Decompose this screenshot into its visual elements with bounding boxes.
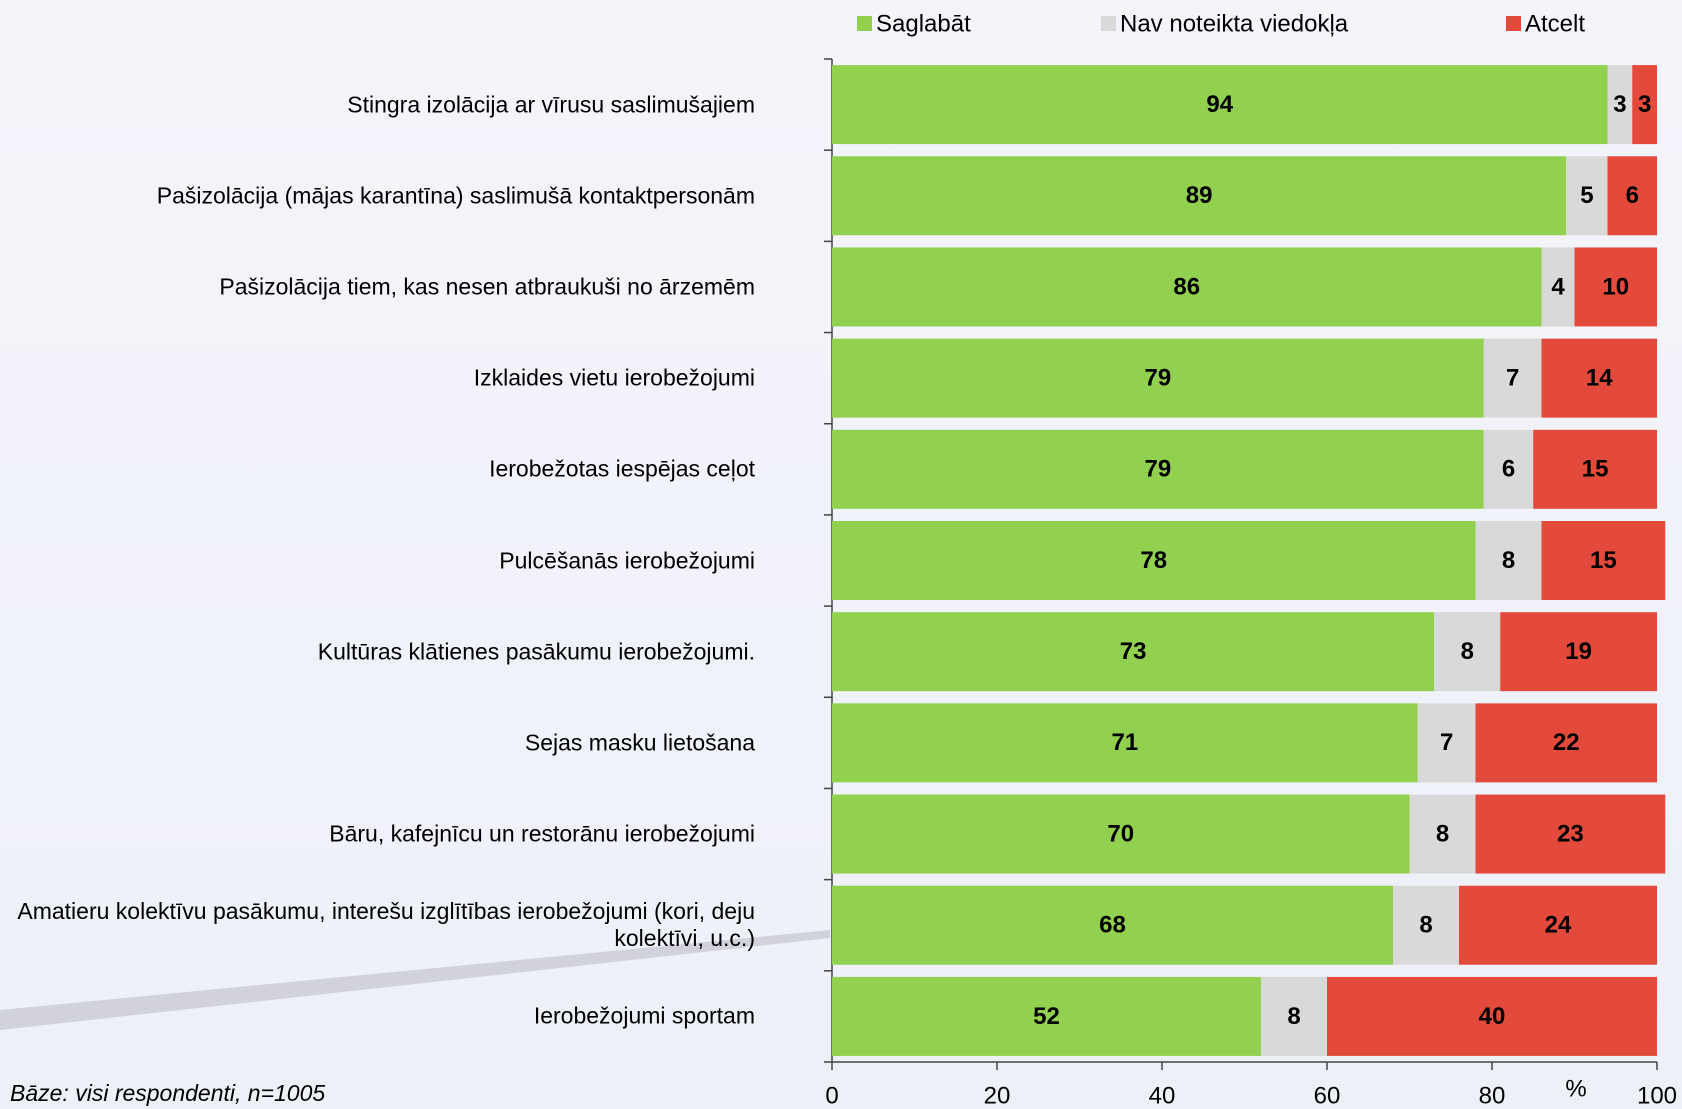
category-label: Ierobežojumi sportam: [533, 1002, 755, 1029]
bar-segment: [832, 794, 1410, 874]
data-label: 6: [1626, 182, 1639, 209]
data-label: 8: [1436, 820, 1449, 847]
x-tick-label: 40: [1149, 1082, 1176, 1109]
bar-segment: [1533, 429, 1657, 509]
category-label: Kultūras klātienes pasākumu ierobežojumi…: [317, 638, 755, 665]
x-tick-label: 0: [825, 1082, 838, 1109]
bar-segment: [1417, 703, 1476, 783]
bar-segment: [1475, 794, 1666, 874]
bar-segment: [1632, 65, 1657, 145]
data-label: 70: [1107, 820, 1134, 847]
data-label: 7: [1506, 364, 1519, 391]
category-label: Sejas masku lietošana: [524, 729, 755, 756]
category-label: Pašizolācija tiem, kas nesen atbraukuši …: [219, 273, 755, 300]
legend-swatch: [1506, 16, 1521, 31]
bar-segment: [1566, 156, 1608, 236]
bar-segment: [832, 247, 1542, 327]
data-label: 10: [1602, 273, 1629, 300]
data-label: 52: [1033, 1003, 1060, 1030]
bar-segment: [1327, 976, 1657, 1056]
data-label: 79: [1145, 456, 1172, 483]
bar-segment: [1393, 885, 1459, 965]
bar-segment: [1459, 885, 1657, 965]
legend-swatch: [857, 16, 872, 31]
bar-segment: [1434, 612, 1501, 692]
data-label: 6: [1502, 456, 1515, 483]
decoration: [0, 930, 830, 1030]
category-label: Amatieru kolektīvu pasākumu, interešu iz…: [17, 898, 755, 952]
data-label: 8: [1461, 638, 1474, 665]
data-label: 73: [1120, 638, 1147, 665]
data-label: 23: [1557, 820, 1584, 847]
data-label: 3: [1638, 91, 1651, 118]
data-label: 78: [1140, 547, 1167, 574]
x-tick-label: 100: [1637, 1082, 1677, 1109]
bar-segment: [1475, 703, 1657, 783]
data-label: 5: [1580, 182, 1593, 209]
legend-label: Saglabāt: [876, 10, 971, 37]
category-label: Stingra izolācija ar vīrusu saslimušajie…: [347, 91, 755, 118]
bar-segment: [832, 703, 1418, 783]
data-label: 94: [1206, 91, 1233, 118]
bar-segment: [1500, 612, 1657, 692]
bar-segment: [1541, 338, 1657, 418]
data-label: 68: [1099, 912, 1126, 939]
category-label: Ierobežotas iespējas ceļot: [489, 455, 755, 482]
bar-segment: [832, 429, 1484, 509]
data-label: 8: [1287, 1003, 1300, 1030]
x-axis-label: %: [1565, 1075, 1586, 1102]
bar-segment: [832, 885, 1393, 965]
data-label: 4: [1551, 273, 1565, 300]
data-label: 8: [1419, 912, 1432, 939]
data-label: 3: [1613, 91, 1626, 118]
bar-segment: [832, 521, 1476, 600]
category-label: Izklaides vietu ierobežojumi: [473, 364, 755, 391]
bar-segment: [1409, 794, 1476, 874]
bar-segment: [1574, 247, 1657, 327]
data-label: 86: [1173, 273, 1200, 300]
bar-segment: [1607, 65, 1633, 145]
legend-label: Nav noteikta viedokļa: [1120, 10, 1349, 37]
bar-segment: [1475, 521, 1542, 600]
data-label: 14: [1586, 364, 1613, 391]
x-tick-label: 20: [984, 1082, 1011, 1109]
data-label: 40: [1479, 1003, 1506, 1030]
bar-segment: [1541, 247, 1575, 327]
data-label: 71: [1112, 729, 1139, 756]
data-label: 89: [1186, 182, 1213, 209]
category-label: Pašizolācija (mājas karantīna) saslimušā…: [156, 182, 755, 209]
bar-segment: [832, 65, 1608, 145]
data-label: 8: [1502, 547, 1515, 574]
bar-segment: [832, 612, 1435, 692]
x-tick-label: 60: [1314, 1082, 1341, 1109]
legend-swatch: [1101, 16, 1116, 31]
legend-label: Atcelt: [1525, 10, 1585, 37]
bar-segment: [832, 338, 1484, 418]
data-label: 19: [1565, 638, 1592, 665]
data-label: 79: [1145, 364, 1172, 391]
data-label: 24: [1545, 912, 1572, 939]
category-label: Pulcēšanās ierobežojumi: [499, 547, 755, 573]
x-tick-label: 80: [1479, 1082, 1506, 1109]
bar-segment: [832, 156, 1567, 236]
footnote: Bāze: visi respondenti, n=1005: [10, 1080, 325, 1106]
bar-segment: [832, 976, 1261, 1056]
bar-segment: [1483, 429, 1534, 509]
data-label: 22: [1553, 729, 1580, 756]
bar-segment: [1541, 521, 1666, 600]
data-label: 15: [1582, 456, 1609, 483]
category-label: Bāru, kafejnīcu un restorānu ierobežojum…: [329, 820, 755, 847]
bar-segment: [1607, 156, 1657, 236]
bar-segment: [1261, 976, 1327, 1056]
data-label: 15: [1590, 547, 1617, 574]
data-label: 7: [1440, 729, 1453, 756]
bar-segment: [1483, 338, 1542, 418]
